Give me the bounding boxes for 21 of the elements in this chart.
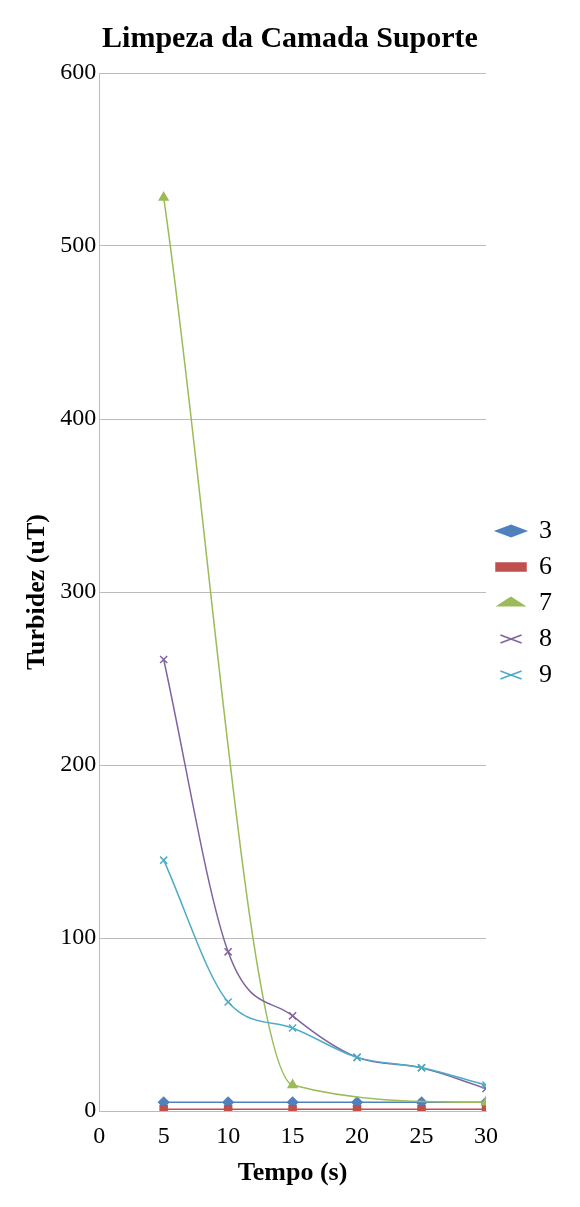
- y-tick-label: 0: [84, 1096, 97, 1123]
- legend-label: 7: [539, 586, 552, 616]
- x-tick-label: 15: [280, 1121, 305, 1148]
- legend-label: 6: [539, 550, 552, 580]
- y-tick-label: 400: [60, 404, 97, 431]
- x-axis-title: Tempo (s): [237, 1157, 348, 1187]
- y-tick-label: 600: [60, 58, 97, 85]
- y-tick-label: 300: [60, 577, 97, 604]
- y-tick-label: 500: [60, 231, 97, 258]
- y-tick-label: 100: [60, 923, 97, 950]
- x-tick-label: 25: [409, 1121, 434, 1148]
- x-tick-label: 5: [157, 1121, 170, 1148]
- chart-title: Limpeza da Camada Suporte: [102, 19, 478, 53]
- x-tick-label: 20: [345, 1121, 370, 1148]
- legend-label: 9: [539, 658, 552, 688]
- legend-label: 8: [539, 622, 552, 652]
- y-axis-title: Turbidez (uT): [21, 514, 51, 670]
- legend-label: 3: [539, 514, 552, 544]
- x-tick-label: 10: [216, 1121, 241, 1148]
- x-tick-label: 30: [474, 1121, 498, 1148]
- y-tick-label: 200: [60, 750, 97, 777]
